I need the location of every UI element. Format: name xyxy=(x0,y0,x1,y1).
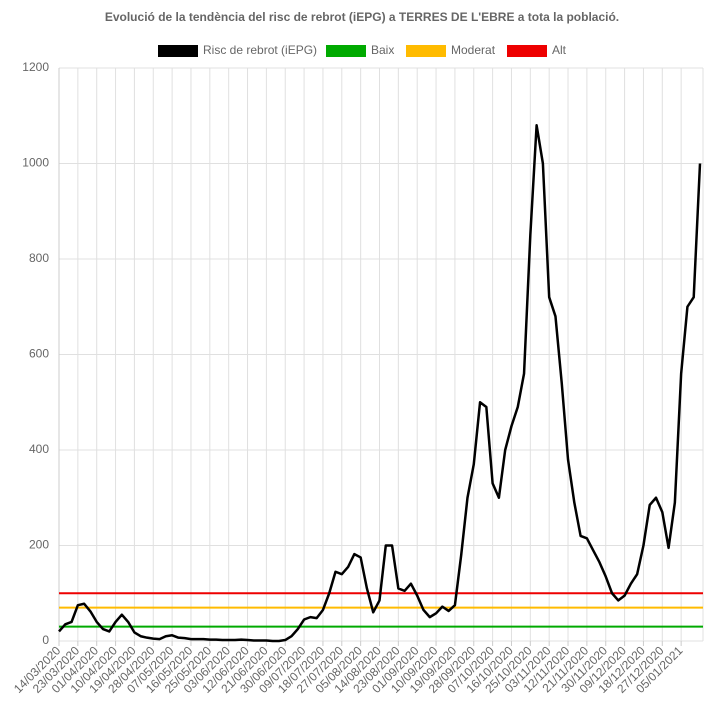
legend-swatch xyxy=(158,45,198,57)
legend-swatch xyxy=(326,45,366,57)
legend-label: Alt xyxy=(552,43,567,57)
legend-label: Baix xyxy=(371,43,394,57)
legend-swatch xyxy=(406,45,446,57)
y-tick-label: 200 xyxy=(29,538,49,552)
legend-label: Moderat xyxy=(451,43,496,57)
series-line xyxy=(58,124,702,643)
y-tick-label: 800 xyxy=(29,251,49,265)
chart-title: Evolució de la tendència del risc de reb… xyxy=(105,10,619,24)
y-tick-label: 400 xyxy=(29,442,49,456)
legend-label: Risc de rebrot (iEPG) xyxy=(203,43,317,57)
legend-swatch xyxy=(507,45,547,57)
y-tick-label: 0 xyxy=(42,633,49,647)
y-tick-label: 600 xyxy=(29,347,49,361)
y-tick-label: 1200 xyxy=(22,60,49,74)
y-tick-label: 1000 xyxy=(22,156,49,170)
